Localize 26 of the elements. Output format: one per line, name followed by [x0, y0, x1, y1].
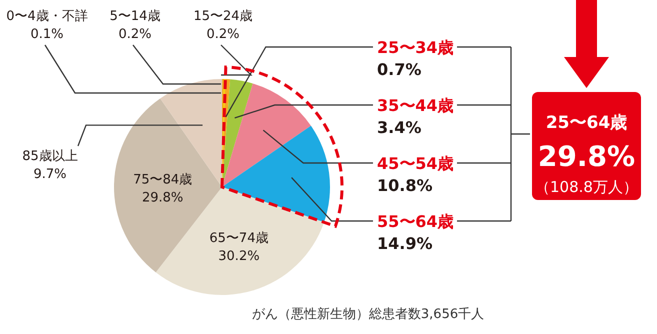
slice-label: 35〜44歳 [377, 96, 454, 115]
text: 29.8% [538, 140, 636, 173]
pie-slice [222, 126, 330, 222]
data-label: 10.8% [377, 176, 433, 195]
data-label: 9.7% [33, 167, 67, 182]
slice-label: 45〜54歳 [377, 154, 454, 173]
data-label: 0.2% [206, 27, 240, 42]
text: 25〜64歳 [546, 113, 628, 133]
slice-label: 65〜74歳 [209, 230, 268, 246]
pie-slice [160, 79, 222, 187]
slice-label: 15〜24歳 [193, 9, 253, 24]
slice-label: 0〜4歳・不詳 [6, 9, 88, 24]
data-label: 3.4% [377, 118, 422, 137]
data-label: 0.7% [377, 60, 422, 79]
data-label: 14.9% [377, 234, 433, 253]
data-label: 30.2% [218, 248, 260, 264]
slice-label: 55〜64歳 [377, 212, 454, 231]
text: がん（悪性新生物）総患者数3,656千人 [252, 307, 484, 322]
slice-label: 85歳以上 [22, 149, 78, 164]
data-label: 0.2% [118, 27, 152, 42]
slice-label: 75〜84歳 [133, 172, 192, 188]
data-label: 29.8% [142, 190, 184, 206]
text: （108.8万人） [535, 178, 638, 196]
slice-label: 5〜14歳 [110, 9, 160, 24]
data-label: 0.1% [30, 27, 64, 42]
slice-label: 25〜34歳 [377, 38, 454, 57]
